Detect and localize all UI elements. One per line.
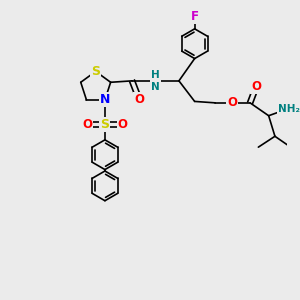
Text: N: N xyxy=(100,93,110,106)
Text: NH₂: NH₂ xyxy=(278,103,300,114)
Text: S: S xyxy=(100,118,109,130)
Text: F: F xyxy=(190,10,199,23)
Text: O: O xyxy=(118,118,128,130)
Text: O: O xyxy=(82,118,92,130)
Text: O: O xyxy=(227,96,237,110)
Text: O: O xyxy=(251,80,261,93)
Text: H
N: H N xyxy=(151,70,160,92)
Text: O: O xyxy=(134,93,144,106)
Text: S: S xyxy=(91,65,100,78)
